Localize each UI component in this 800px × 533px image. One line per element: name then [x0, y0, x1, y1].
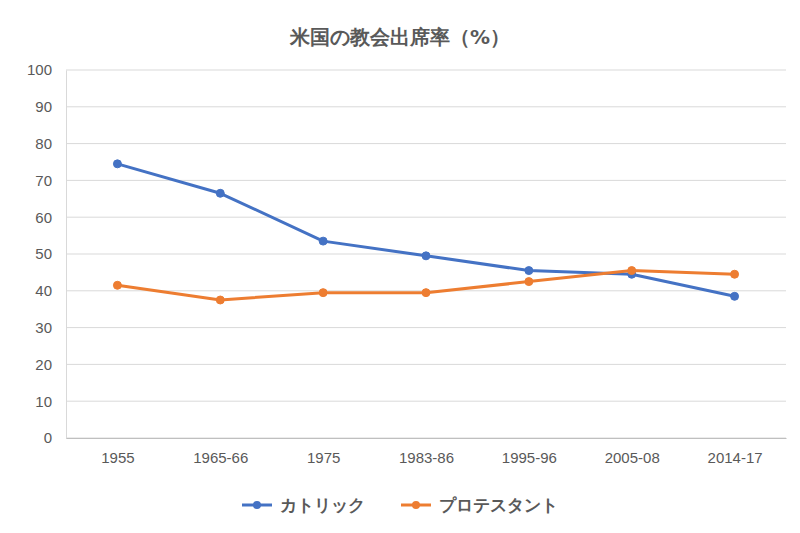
- series-marker: [113, 160, 121, 168]
- x-tick: 1983-86: [399, 438, 454, 466]
- y-tick-label: 20: [35, 356, 52, 373]
- plot-area: 0 10 20 30 40 50 60 70 80 90 100 1955 1965-66 1975 198…: [27, 61, 787, 465]
- y-tick: 0: [44, 429, 66, 446]
- legend-marker: [412, 501, 420, 509]
- y-axis-line: [66, 71, 67, 439]
- x-tick: 1975: [307, 438, 340, 466]
- x-tick-label: 2014-17: [708, 449, 763, 466]
- y-tick: 70: [35, 172, 66, 189]
- grid: [66, 70, 786, 438]
- x-axis: 1955 1965-66 1975 1983-86 1995-96 2005-08 2014…: [67, 438, 787, 466]
- x-axis-line: [67, 438, 787, 439]
- series-marker: [319, 237, 327, 245]
- series-marker: [216, 189, 224, 197]
- series-marker: [628, 267, 636, 275]
- title: 米国の教会出席率（%）: [289, 25, 510, 49]
- x-tick-label: 2005-08: [605, 449, 660, 466]
- y-tick: 30: [35, 319, 66, 336]
- y-tick-label: 70: [35, 172, 52, 189]
- y-tick: 50: [35, 245, 66, 262]
- series-marker: [319, 289, 327, 297]
- y-tick-label: 80: [35, 135, 52, 152]
- y-tick: 10: [35, 393, 66, 410]
- grid-line: [66, 364, 786, 365]
- legend-marker: [253, 501, 261, 509]
- grid-line: [66, 70, 786, 71]
- x-tick-label: 1983-86: [399, 449, 454, 466]
- x-tick-label: 1955: [101, 449, 134, 466]
- series-marker: [525, 267, 533, 275]
- legend-label: カトリック: [280, 495, 365, 515]
- x-tick: 1995-96: [502, 438, 557, 466]
- legend-item: プロテスタント: [401, 495, 558, 515]
- y-axis: 0 10 20 30 40 50 60 70 80 90 100: [27, 61, 67, 446]
- grid-line: [66, 401, 786, 402]
- y-tick: 60: [35, 209, 66, 226]
- chart: 0 10 20 30 40 50 60 70 80 90 100 1955 1965-66 1975 198…: [0, 0, 800, 533]
- y-tick: 80: [35, 135, 66, 152]
- legend-item: カトリック: [242, 495, 365, 515]
- x-tick: 1955: [101, 438, 134, 466]
- x-tick-label: 1975: [307, 449, 340, 466]
- y-tick-label: 0: [44, 429, 52, 446]
- y-tick-label: 30: [35, 319, 52, 336]
- series-marker: [731, 292, 739, 300]
- series-line: [117, 164, 734, 296]
- x-tick: 2005-08: [605, 438, 660, 466]
- series-marker: [113, 281, 121, 289]
- series-line: [117, 271, 734, 300]
- series-marker: [422, 252, 430, 260]
- y-tick-label: 100: [27, 61, 52, 78]
- x-tick: 1965-66: [193, 438, 248, 466]
- grid-line: [66, 438, 786, 439]
- legend-label: プロテスタント: [439, 495, 558, 515]
- y-tick: 90: [35, 98, 66, 115]
- grid-line: [66, 327, 786, 328]
- series-group: [113, 160, 738, 304]
- series-marker: [731, 270, 739, 278]
- y-tick: 100: [27, 61, 66, 78]
- grid-line: [66, 143, 786, 144]
- series-marker: [422, 289, 430, 297]
- series-marker: [525, 278, 533, 286]
- y-tick-label: 90: [35, 98, 52, 115]
- y-tick: 40: [35, 282, 66, 299]
- y-tick-label: 10: [35, 393, 52, 410]
- y-tick-label: 40: [35, 282, 52, 299]
- x-tick-label: 1965-66: [193, 449, 248, 466]
- y-tick: 20: [35, 356, 66, 373]
- x-tick: 2014-17: [708, 438, 763, 466]
- grid-line: [66, 106, 786, 107]
- legend: カトリック プロテスタント: [242, 495, 558, 515]
- series-marker: [216, 296, 224, 304]
- y-tick-label: 60: [35, 209, 52, 226]
- x-tick-label: 1995-96: [502, 449, 557, 466]
- y-tick-label: 50: [35, 245, 52, 262]
- grid-line: [66, 217, 786, 218]
